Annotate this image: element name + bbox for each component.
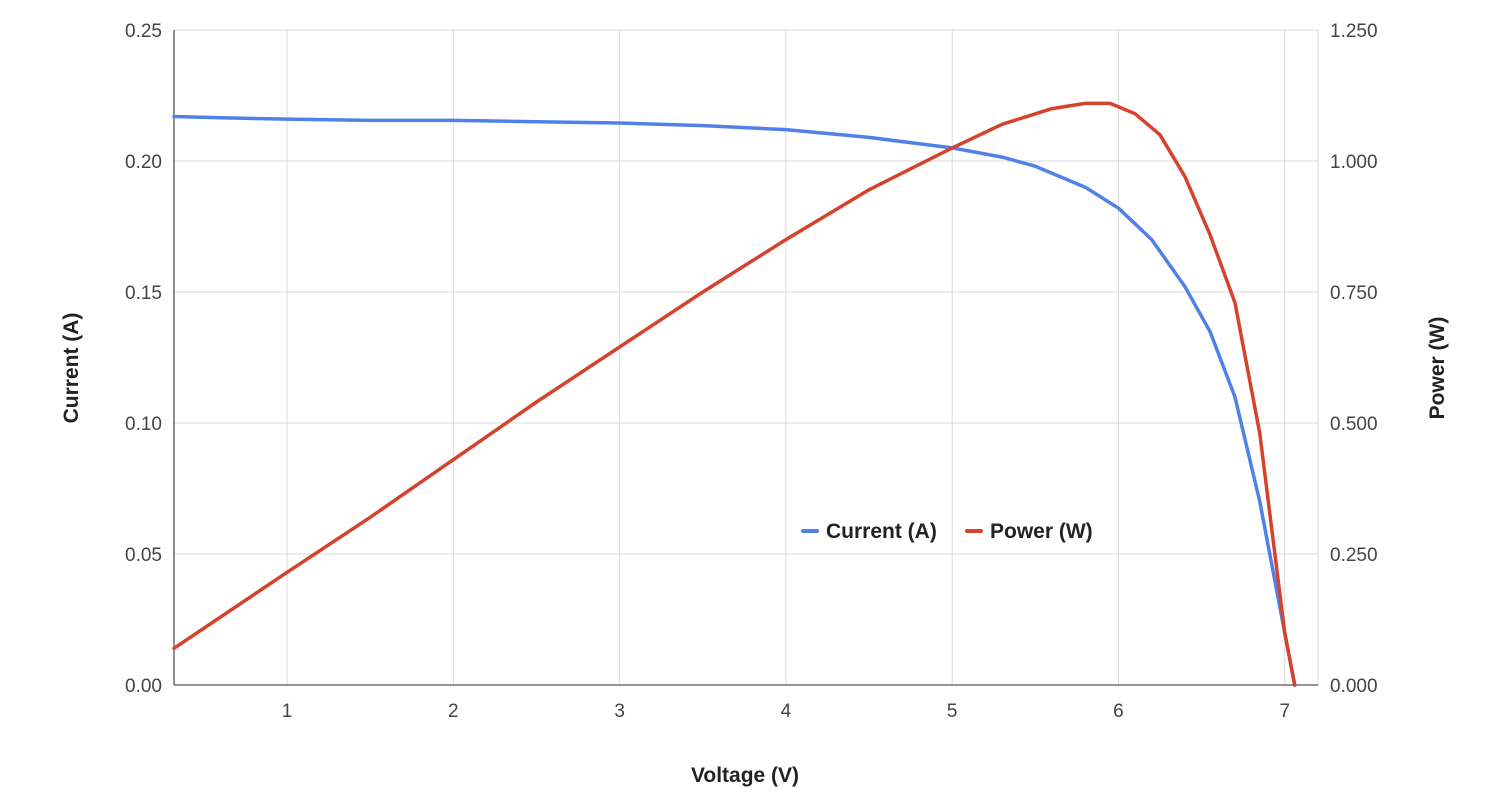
series-layer bbox=[172, 101, 1297, 687]
y-right-tick-label: 0.500 bbox=[1330, 414, 1378, 435]
series-line-current-a bbox=[172, 114, 1297, 687]
grid bbox=[173, 29, 1319, 686]
y-left-tick-label: 0.10 bbox=[125, 414, 162, 435]
x-axis-title: Voltage (V) bbox=[691, 764, 799, 787]
y-right-tick-label: 1.250 bbox=[1330, 21, 1378, 42]
x-tick-label: 1 bbox=[282, 701, 293, 722]
legend-label-current: Current (A) bbox=[826, 520, 937, 543]
x-tick-label: 6 bbox=[1113, 701, 1124, 722]
x-tick-label: 2 bbox=[448, 701, 459, 722]
y-left-tick-label: 0.05 bbox=[125, 545, 162, 566]
y-left-tick-label: 0.25 bbox=[125, 21, 162, 42]
x-tick-label: 7 bbox=[1279, 701, 1290, 722]
y-right-tick-label: 0.750 bbox=[1330, 283, 1378, 304]
x-tick-label: 5 bbox=[947, 701, 958, 722]
y-right-tick-label: 1.000 bbox=[1330, 152, 1378, 173]
y-left-axis-title: Current (A) bbox=[60, 313, 83, 424]
y-left-tick-label: 0.20 bbox=[125, 152, 162, 173]
x-tick-label: 3 bbox=[614, 701, 625, 722]
series-line-power-w bbox=[172, 101, 1297, 687]
legend: Current (A) Power (W) bbox=[801, 520, 1093, 543]
legend-label-power: Power (W) bbox=[990, 520, 1093, 543]
y-right-tick-label: 0.000 bbox=[1330, 676, 1378, 697]
tick-labels: 0.00 0.000 0.05 0.250 0.10 0.500 0.15 0.750 0.20… bbox=[125, 21, 1378, 722]
x-tick-label: 4 bbox=[781, 701, 792, 722]
y-right-axis-title: Power (W) bbox=[1426, 317, 1449, 420]
y-left-tick-label: 0.00 bbox=[125, 676, 162, 697]
y-left-tick-label: 0.15 bbox=[125, 283, 162, 304]
y-right-tick-label: 0.250 bbox=[1330, 545, 1378, 566]
